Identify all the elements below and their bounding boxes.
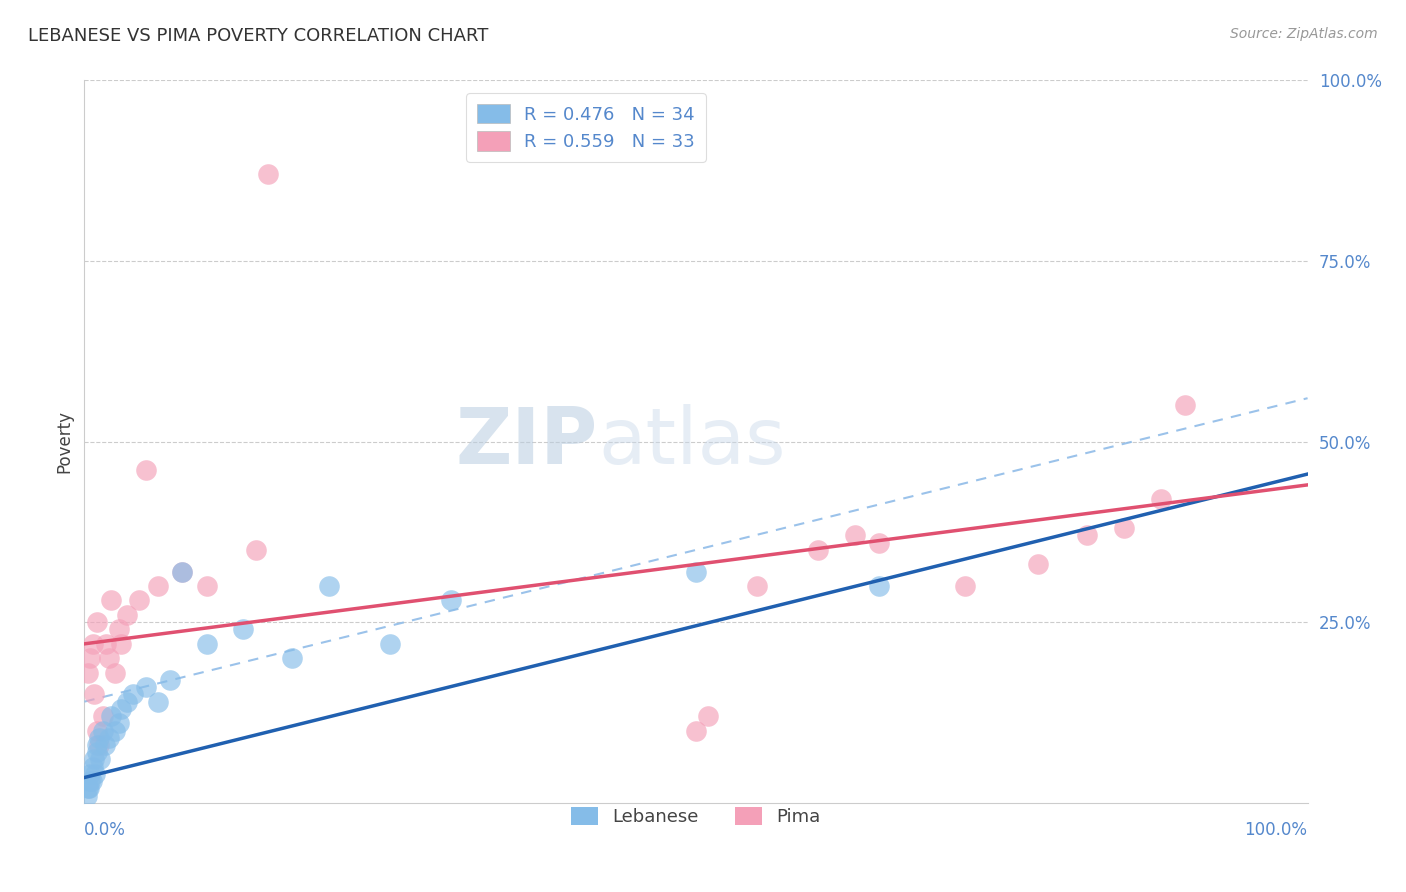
Point: [94, 738, 117, 752]
Point: [281, 651, 304, 665]
Point: [79, 651, 101, 665]
Point: [844, 528, 866, 542]
Point: [91, 723, 114, 738]
Point: [257, 167, 280, 181]
Point: [128, 593, 150, 607]
Legend: Lebanese, Pima: Lebanese, Pima: [564, 800, 828, 833]
Point: [80, 774, 103, 789]
Point: [97, 651, 120, 665]
Y-axis label: Poverty: Poverty: [55, 410, 73, 473]
Point: [869, 579, 891, 593]
Text: Source: ZipAtlas.com: Source: ZipAtlas.com: [1230, 27, 1378, 41]
Point: [86, 615, 108, 630]
Point: [107, 623, 129, 637]
Point: [1114, 521, 1136, 535]
Point: [97, 731, 120, 745]
Point: [83, 752, 105, 766]
Point: [87, 731, 110, 745]
Point: [172, 565, 194, 579]
Text: ZIP: ZIP: [456, 403, 598, 480]
Point: [685, 565, 707, 579]
Point: [89, 752, 111, 766]
Point: [318, 579, 340, 593]
Point: [807, 542, 830, 557]
Point: [82, 637, 104, 651]
Point: [747, 579, 769, 593]
Point: [76, 789, 98, 803]
Point: [122, 687, 145, 701]
Point: [146, 579, 169, 593]
Point: [110, 637, 132, 651]
Point: [110, 702, 132, 716]
Point: [245, 542, 267, 557]
Point: [146, 695, 169, 709]
Text: 100.0%: 100.0%: [1244, 821, 1308, 838]
Text: atlas: atlas: [598, 403, 786, 480]
Point: [82, 760, 104, 774]
Point: [232, 623, 254, 637]
Point: [77, 781, 100, 796]
Point: [86, 738, 108, 752]
Point: [953, 579, 976, 593]
Point: [135, 463, 157, 477]
Point: [100, 593, 122, 607]
Point: [100, 709, 122, 723]
Point: [84, 767, 107, 781]
Point: [1028, 558, 1050, 572]
Point: [1076, 528, 1098, 542]
Point: [77, 665, 100, 680]
Point: [87, 738, 110, 752]
Text: 0.0%: 0.0%: [84, 821, 127, 838]
Point: [440, 593, 463, 607]
Point: [195, 637, 218, 651]
Point: [79, 767, 101, 781]
Point: [159, 673, 181, 687]
Point: [135, 680, 157, 694]
Point: [685, 723, 707, 738]
Point: [172, 565, 194, 579]
Point: [79, 774, 101, 789]
Text: LEBANESE VS PIMA POVERTY CORRELATION CHART: LEBANESE VS PIMA POVERTY CORRELATION CHA…: [28, 27, 488, 45]
Point: [697, 709, 720, 723]
Point: [83, 687, 105, 701]
Point: [115, 695, 138, 709]
Point: [104, 665, 127, 680]
Point: [195, 579, 218, 593]
Point: [107, 716, 129, 731]
Point: [86, 723, 108, 738]
Point: [1174, 398, 1197, 412]
Point: [77, 781, 100, 796]
Point: [86, 745, 108, 759]
Point: [91, 709, 114, 723]
Point: [115, 607, 138, 622]
Point: [104, 723, 127, 738]
Point: [1150, 492, 1173, 507]
Point: [380, 637, 402, 651]
Point: [96, 637, 118, 651]
Point: [869, 535, 891, 549]
